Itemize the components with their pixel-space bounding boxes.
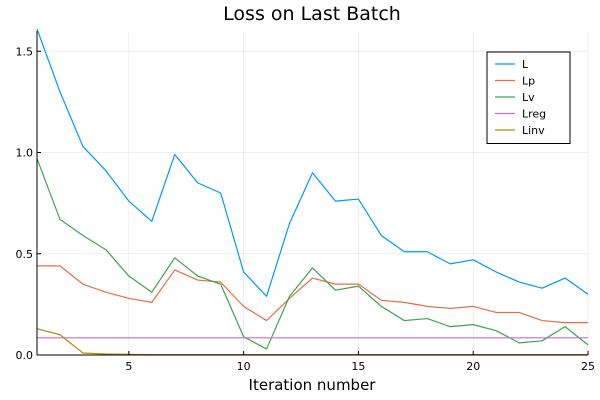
- y-tick-label: 0.0: [16, 349, 34, 362]
- x-tick-label: 20: [466, 360, 480, 373]
- series-line-linv: [36, 328, 588, 356]
- y-tick-label: 0.5: [16, 248, 34, 261]
- legend-box: [486, 51, 571, 144]
- series-line-lp: [37, 265, 588, 324]
- x-axis-label: Iteration number: [249, 376, 377, 394]
- x-tick-label: 10: [237, 360, 251, 373]
- series-line-l: [36, 28, 589, 297]
- legend: L Lp Lv Lreg Linv: [486, 51, 571, 144]
- tick-labels: 5 10 15 20 25 0.0 0.5 1.0 1.5: [16, 45, 596, 373]
- axes: [36, 31, 589, 356]
- legend-label-l: L: [522, 58, 529, 71]
- legend-label-lv: Lv: [522, 91, 535, 104]
- legend-label-lreg: Lreg: [522, 108, 546, 121]
- y-tick-label: 1.0: [16, 147, 34, 160]
- x-tick-label: 15: [351, 360, 365, 373]
- series-line-lv: [36, 158, 589, 350]
- y-tick-label: 1.5: [16, 45, 34, 58]
- legend-label-linv: Linv: [522, 124, 545, 137]
- chart-title: Loss on Last Batch: [223, 3, 401, 25]
- x-tick-label: 25: [581, 360, 595, 373]
- legend-label-lp: Lp: [522, 75, 535, 88]
- x-tick-label: 5: [125, 360, 132, 373]
